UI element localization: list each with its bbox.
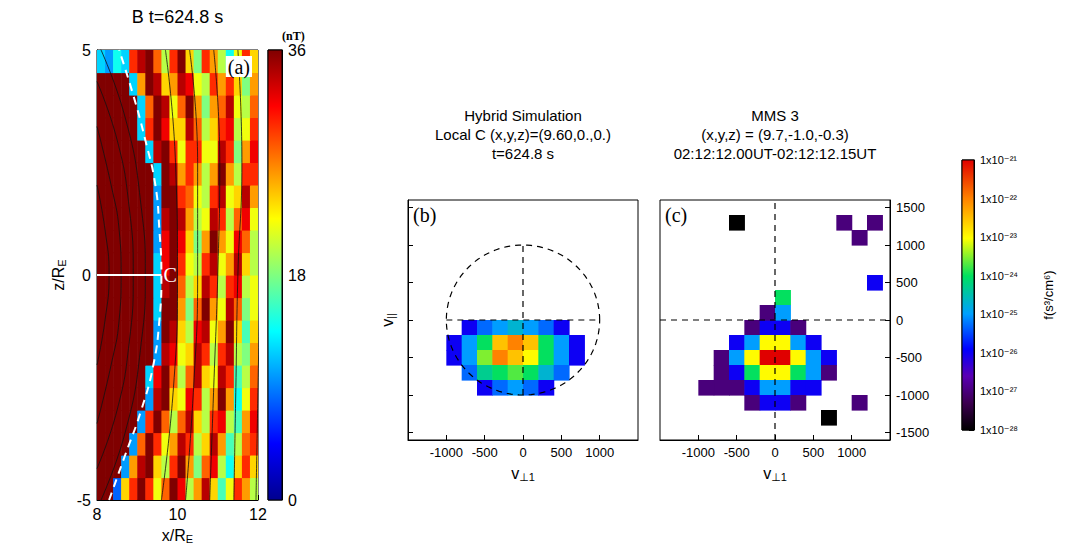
svg-text:E: E [56,259,68,266]
svg-text:1x10⁻²¹: 1x10⁻²¹ [980,154,1017,166]
svg-text:1000: 1000 [837,445,866,460]
svg-text:0: 0 [519,445,526,460]
svg-text:36: 36 [288,42,306,59]
svg-text:-1000: -1000 [682,445,715,460]
svg-text:v: v [511,465,519,482]
svg-text:(c): (c) [665,204,687,227]
svg-text:8: 8 [93,506,102,523]
svg-text:0: 0 [771,445,778,460]
svg-text:0: 0 [288,492,297,509]
svg-text:-500: -500 [896,350,922,365]
svg-text:1x10⁻²⁵: 1x10⁻²⁵ [980,308,1018,320]
svg-text:C: C [163,264,176,286]
svg-text:02:12:12.00UT-02:12:12.15UT: 02:12:12.00UT-02:12:12.15UT [674,145,877,162]
svg-text:1x10⁻²²: 1x10⁻²² [980,193,1017,205]
svg-text:⊥1: ⊥1 [519,471,535,483]
svg-text:-5: -5 [77,492,91,509]
svg-text:1x10⁻²⁷: 1x10⁻²⁷ [980,385,1017,397]
svg-text:1x10⁻²⁶: 1x10⁻²⁶ [980,347,1018,359]
svg-text:B t=624.8 s: B t=624.8 s [132,7,224,27]
svg-text:E: E [186,533,193,545]
svg-text:-500: -500 [724,445,750,460]
svg-text:f(s³/cm⁶): f(s³/cm⁶) [1041,270,1056,319]
svg-text:x/R: x/R [162,527,186,544]
svg-text:(x,y,z) = (9.7,-1.0,-0.3): (x,y,z) = (9.7,-1.0,-0.3) [701,126,849,143]
svg-text:10: 10 [169,506,187,523]
svg-text:0: 0 [896,313,903,328]
svg-text:z/R: z/R [50,267,67,291]
svg-text:v: v [763,465,771,482]
svg-text:⊥1: ⊥1 [771,471,787,483]
svg-text:t=624.8 s: t=624.8 s [492,145,554,162]
svg-text:-500: -500 [472,445,498,460]
svg-text:(b): (b) [413,204,436,227]
svg-text:v: v [379,319,396,327]
svg-text:1x10⁻²³: 1x10⁻²³ [980,231,1017,243]
svg-text:Local C (x,y,z)=(9.60,0.,0.): Local C (x,y,z)=(9.60,0.,0.) [435,126,611,143]
svg-text:0: 0 [82,267,91,284]
svg-text:12: 12 [249,506,267,523]
svg-text:5: 5 [82,42,91,59]
svg-text:1000: 1000 [585,445,614,460]
svg-text:500: 500 [896,275,918,290]
svg-text:-1500: -1500 [896,425,929,440]
svg-text:MMS 3: MMS 3 [751,107,799,124]
svg-text:-1000: -1000 [896,388,929,403]
svg-text:(a): (a) [228,56,250,79]
svg-text:-1000: -1000 [430,445,463,460]
svg-text:1x10⁻²⁸: 1x10⁻²⁸ [980,424,1018,436]
svg-text:500: 500 [802,445,824,460]
svg-text:(nT): (nT) [282,29,305,43]
svg-text:Hybrid Simulation: Hybrid Simulation [464,107,582,124]
svg-text:1500: 1500 [896,200,925,215]
svg-text:500: 500 [550,445,572,460]
svg-text:||: || [385,313,397,319]
svg-text:1000: 1000 [896,238,925,253]
svg-text:1x10⁻²⁴: 1x10⁻²⁴ [980,270,1018,282]
svg-text:18: 18 [288,267,306,284]
